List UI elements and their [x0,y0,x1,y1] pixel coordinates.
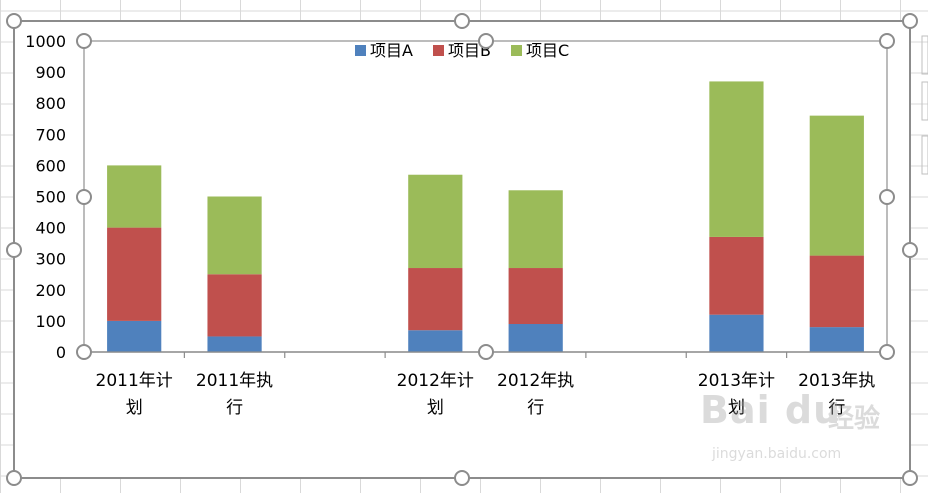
axis-layer: 010020030040050060070080090010002011年计划2… [25,32,888,418]
legend-swatch-1 [355,45,366,56]
x-category-label: 2011年执 [196,371,273,391]
resize-handle[interactable] [454,13,470,29]
bar-segment-2[interactable] [408,268,463,331]
legend-swatch-2 [433,45,444,56]
bar-segment-2[interactable] [709,236,764,315]
bar-segment-3[interactable] [709,81,764,237]
resize-handle[interactable] [478,33,494,49]
resize-handle[interactable] [879,33,895,49]
x-category-label: 行 [828,398,845,418]
bars-layer [107,81,864,352]
watermark-url-text: jingyan.baidu.com [712,446,842,462]
resize-handle[interactable] [478,344,494,360]
resize-handle[interactable] [902,470,918,486]
resize-handle[interactable] [902,242,918,258]
offscreen-object-edge [921,35,928,75]
watermark-cn-text: 经验 [828,404,881,434]
y-tick-label: 500 [35,188,66,207]
y-tick-label: 200 [35,281,66,300]
y-tick-label: 100 [35,312,66,331]
bar-segment-2[interactable] [107,227,162,321]
y-tick-label: 400 [35,219,66,238]
bar-segment-3[interactable] [508,190,563,269]
bar-segment-2[interactable] [207,274,262,337]
resize-handle[interactable] [902,13,918,29]
x-category-label: 2012年计 [397,371,474,391]
bar-segment-3[interactable] [809,115,864,256]
legend-swatch-3 [511,45,522,56]
y-tick-label: 700 [35,125,66,144]
bar-segment-2[interactable] [809,255,864,328]
offscreen-object-edge [921,135,928,175]
bar-segment-1[interactable] [709,314,764,352]
resize-handle[interactable] [454,470,470,486]
y-tick-label: 900 [35,63,66,82]
resize-handle[interactable] [879,344,895,360]
resize-handle[interactable] [6,242,22,258]
resize-handle[interactable] [6,470,22,486]
x-category-label: 划 [126,398,143,418]
selection-handles [6,13,918,486]
resize-handle[interactable] [76,33,92,49]
y-tick-label: 1000 [25,32,66,51]
resize-handle[interactable] [879,189,895,205]
watermark-main-text: Bai du [700,388,842,432]
x-category-label: 划 [427,398,444,418]
bar-segment-1[interactable] [107,320,162,352]
x-category-label: 划 [728,398,745,418]
y-tick-label: 600 [35,156,66,175]
x-category-label: 2011年计 [96,371,173,391]
bar-segment-1[interactable] [508,324,563,352]
resize-handle[interactable] [76,189,92,205]
bar-segment-3[interactable] [207,196,262,275]
bar-segment-1[interactable] [207,336,262,352]
legend-label-3: 项目C [526,41,569,60]
legend-label-1: 项目A [370,41,413,60]
legend[interactable]: 项目A 项目B 项目C [355,41,569,60]
x-category-label: 行 [226,398,243,418]
x-category-label: 2013年计 [698,371,775,391]
x-category-label: 2012年执 [497,371,574,391]
resize-handle[interactable] [76,344,92,360]
bar-segment-1[interactable] [408,330,463,352]
bar-segment-2[interactable] [508,268,563,325]
y-tick-label: 300 [35,250,66,269]
y-tick-label: 800 [35,94,66,113]
bar-segment-3[interactable] [408,174,463,269]
x-category-label: 2013年执 [798,371,875,391]
x-category-label: 行 [527,398,544,418]
bar-segment-3[interactable] [107,165,162,228]
resize-handle[interactable] [6,13,22,29]
y-tick-label: 0 [56,343,66,362]
baidu-jingyan-watermark: Bai du 经验 jingyan.baidu.com [700,388,910,468]
bar-segment-1[interactable] [809,327,864,352]
offscreen-object-edge [921,81,928,121]
